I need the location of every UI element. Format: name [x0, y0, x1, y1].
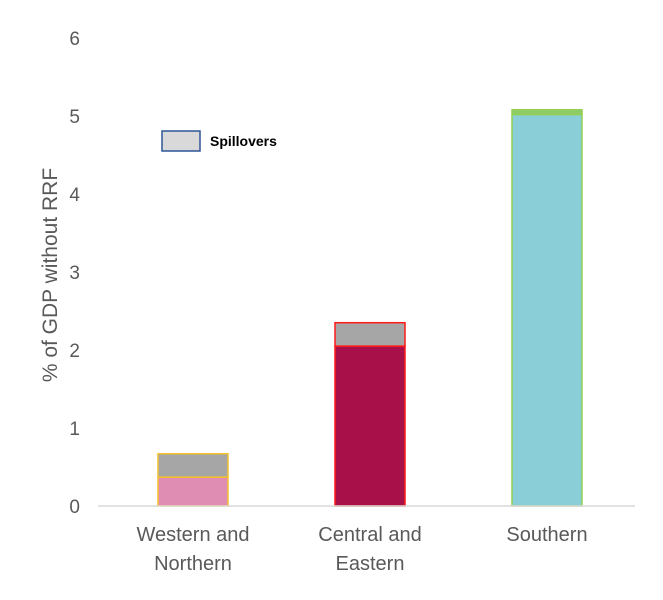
y-tick-2: 2 — [69, 341, 80, 362]
bar-domestic-0 — [157, 476, 229, 507]
legend-label-spillovers: Spillovers — [210, 133, 277, 149]
y-tick-1: 1 — [69, 419, 80, 440]
bars — [157, 109, 583, 507]
legend: Spillovers — [161, 130, 277, 152]
x-axis-categories: Western and Northern Central and Eastern Sou… — [136, 524, 587, 575]
legend-swatch-spillovers — [161, 130, 201, 152]
x-category-label: Northern — [154, 553, 232, 575]
x-category-label: Eastern — [336, 553, 405, 575]
x-category-label: Western and — [136, 524, 249, 546]
bar-domestic-1 — [334, 345, 406, 507]
y-axis-label: % of GDP without RRF — [39, 168, 62, 382]
y-tick-3: 3 — [69, 263, 80, 284]
bar-domestic-2 — [511, 113, 583, 507]
y-axis-ticks: 0 1 2 3 4 5 6 — [69, 29, 80, 518]
y-tick-0: 0 — [69, 497, 80, 518]
bar-spillovers-1 — [334, 321, 406, 347]
x-category-label: Southern — [506, 524, 587, 546]
x-category-label: Central and — [318, 524, 421, 546]
bar-spillovers-0 — [157, 452, 229, 478]
bar-spillovers-2 — [511, 109, 583, 116]
y-tick-4: 4 — [69, 185, 80, 206]
y-tick-5: 5 — [69, 107, 80, 128]
y-tick-6: 6 — [69, 29, 80, 50]
